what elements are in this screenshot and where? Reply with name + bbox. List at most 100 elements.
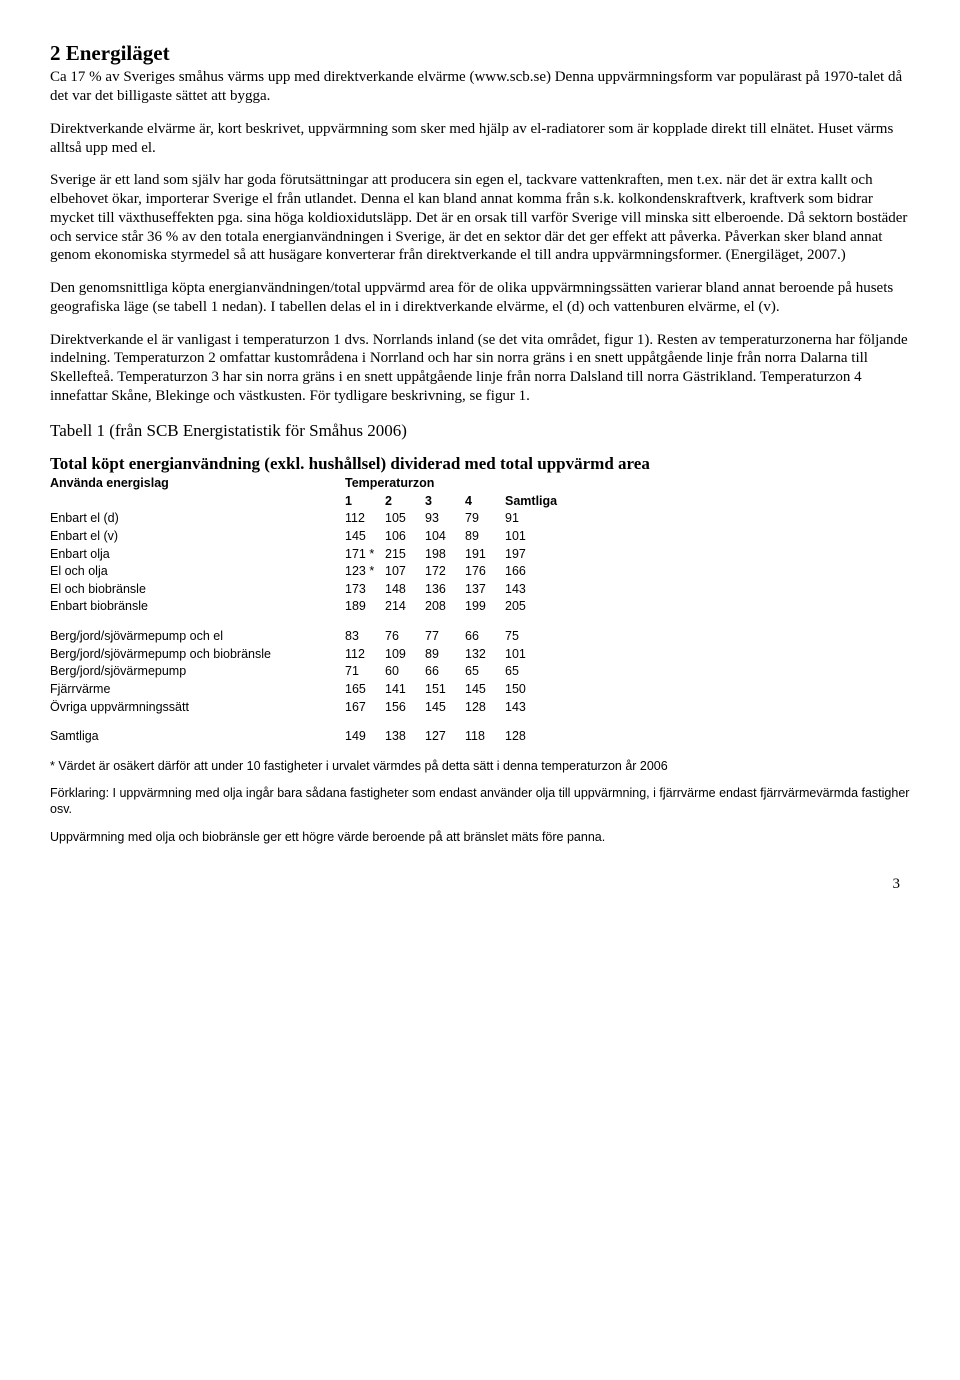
table-title: Total köpt energianvändning (exkl. hushå… (50, 453, 910, 474)
table-col-header: 3 (425, 494, 465, 510)
table-row: Berg/jord/sjövärmepump och biobränsle112… (50, 647, 910, 663)
table-cell: 141 (385, 682, 425, 698)
table-cell: 104 (425, 529, 465, 545)
table-cell: 118 (465, 729, 505, 745)
row-label: Enbart el (d) (50, 511, 345, 527)
table-cell: 123 * (345, 564, 385, 580)
table-cell: 132 (465, 647, 505, 663)
table-cell: 199 (465, 599, 505, 615)
table-cell: 71 (345, 664, 385, 680)
table-row: Berg/jord/sjövärmepump och el8376776675 (50, 629, 910, 645)
table-cell: 173 (345, 582, 385, 598)
table-col-header: 1 (345, 494, 385, 510)
table-cell: 65 (465, 664, 505, 680)
table-header-right: Temperaturzon (345, 476, 545, 492)
table-cell: 148 (385, 582, 425, 598)
table-row: El och olja123 *107172176166 (50, 564, 910, 580)
table-cell: 93 (425, 511, 465, 527)
row-label: Berg/jord/sjövärmepump och el (50, 629, 345, 645)
paragraph: Direktverkande el är vanligast i tempera… (50, 331, 910, 406)
table-cell: 107 (385, 564, 425, 580)
paragraph: Sverige är ett land som själv har goda f… (50, 171, 910, 265)
table-cell: 214 (385, 599, 425, 615)
paragraph: Den genomsnittliga köpta energianvändnin… (50, 279, 910, 317)
table-cell: 65 (505, 664, 585, 680)
row-label: Fjärrvärme (50, 682, 345, 698)
table-cell: 91 (505, 511, 585, 527)
table-cell: 143 (505, 700, 585, 716)
table-row: Övriga uppvärmningssätt167156145128143 (50, 700, 910, 716)
footnote: * Värdet är osäkert därför att under 10 … (50, 759, 910, 775)
table-cell: 66 (465, 629, 505, 645)
table-cell: 77 (425, 629, 465, 645)
table-cell: 145 (465, 682, 505, 698)
table-cell: 156 (385, 700, 425, 716)
row-label: Övriga uppvärmningssätt (50, 700, 345, 716)
table-cell: 127 (425, 729, 465, 745)
table-cell: 208 (425, 599, 465, 615)
table-cell: 89 (465, 529, 505, 545)
page-number: 3 (50, 875, 910, 894)
table-cell: 112 (345, 511, 385, 527)
table-cell: 76 (385, 629, 425, 645)
table-header-row: Använda energislag Temperaturzon (50, 476, 910, 492)
table-row: Berg/jord/sjövärmepump7160666565 (50, 664, 910, 680)
table-cell: 197 (505, 547, 585, 563)
paragraph: Direktverkande elvärme är, kort beskrive… (50, 120, 910, 158)
table-cell: 137 (465, 582, 505, 598)
table-row: Fjärrvärme165141151145150 (50, 682, 910, 698)
table-cell: 145 (345, 529, 385, 545)
table-block: Berg/jord/sjövärmepump och el8376776675B… (50, 629, 910, 715)
table-block: Samtliga149138127118128 (50, 729, 910, 745)
table-cell: 166 (505, 564, 585, 580)
table-cell: 191 (465, 547, 505, 563)
row-label: Enbart el (v) (50, 529, 345, 545)
table-cell: 112 (345, 647, 385, 663)
table-cell: 172 (425, 564, 465, 580)
row-label: Enbart olja (50, 547, 345, 563)
table-cell: 205 (505, 599, 585, 615)
table-block: Enbart el (d)112105937991Enbart el (v)14… (50, 511, 910, 615)
table-cell: 105 (385, 511, 425, 527)
table-col-header: 2 (385, 494, 425, 510)
table-cell: 167 (345, 700, 385, 716)
table-cell: 101 (505, 647, 585, 663)
table-row: El och biobränsle173148136137143 (50, 582, 910, 598)
table-row: Enbart olja171 *215198191197 (50, 547, 910, 563)
row-label: Samtliga (50, 729, 345, 745)
table-cell: 198 (425, 547, 465, 563)
table-cell: 60 (385, 664, 425, 680)
table-cell: 165 (345, 682, 385, 698)
table-cell: 150 (505, 682, 585, 698)
table-cell: 189 (345, 599, 385, 615)
table-cell: 176 (465, 564, 505, 580)
row-label: El och olja (50, 564, 345, 580)
table-cell: 89 (425, 647, 465, 663)
table-cell: 145 (425, 700, 465, 716)
table-cell: 101 (505, 529, 585, 545)
table-cell: 83 (345, 629, 385, 645)
paragraph: Ca 17 % av Sveriges småhus värms upp med… (50, 68, 910, 106)
table-cell: 106 (385, 529, 425, 545)
table-caption: Tabell 1 (från SCB Energistatistik för S… (50, 420, 910, 441)
table-col-header: Samtliga (505, 494, 585, 510)
section-heading: 2 Energiläget (50, 40, 910, 66)
table-row: Enbart biobränsle189214208199205 (50, 599, 910, 615)
footnote: Förklaring: I uppvärmning med olja ingår… (50, 786, 910, 817)
table-col-header: 4 (465, 494, 505, 510)
table-cell: 109 (385, 647, 425, 663)
table-row: Enbart el (d)112105937991 (50, 511, 910, 527)
row-label: Berg/jord/sjövärmepump och biobränsle (50, 647, 345, 663)
table-cell: 128 (505, 729, 585, 745)
table-cell: 66 (425, 664, 465, 680)
table-row: Samtliga149138127118128 (50, 729, 910, 745)
table-cell: 75 (505, 629, 585, 645)
table-cell: 151 (425, 682, 465, 698)
table-row: Enbart el (v)14510610489101 (50, 529, 910, 545)
table-cell: 171 * (345, 547, 385, 563)
table-header-left: Använda energislag (50, 476, 345, 492)
table-cell: 215 (385, 547, 425, 563)
table-cell: 143 (505, 582, 585, 598)
table-subheader-row: 1 2 3 4 Samtliga (50, 494, 910, 510)
row-label: Enbart biobränsle (50, 599, 345, 615)
